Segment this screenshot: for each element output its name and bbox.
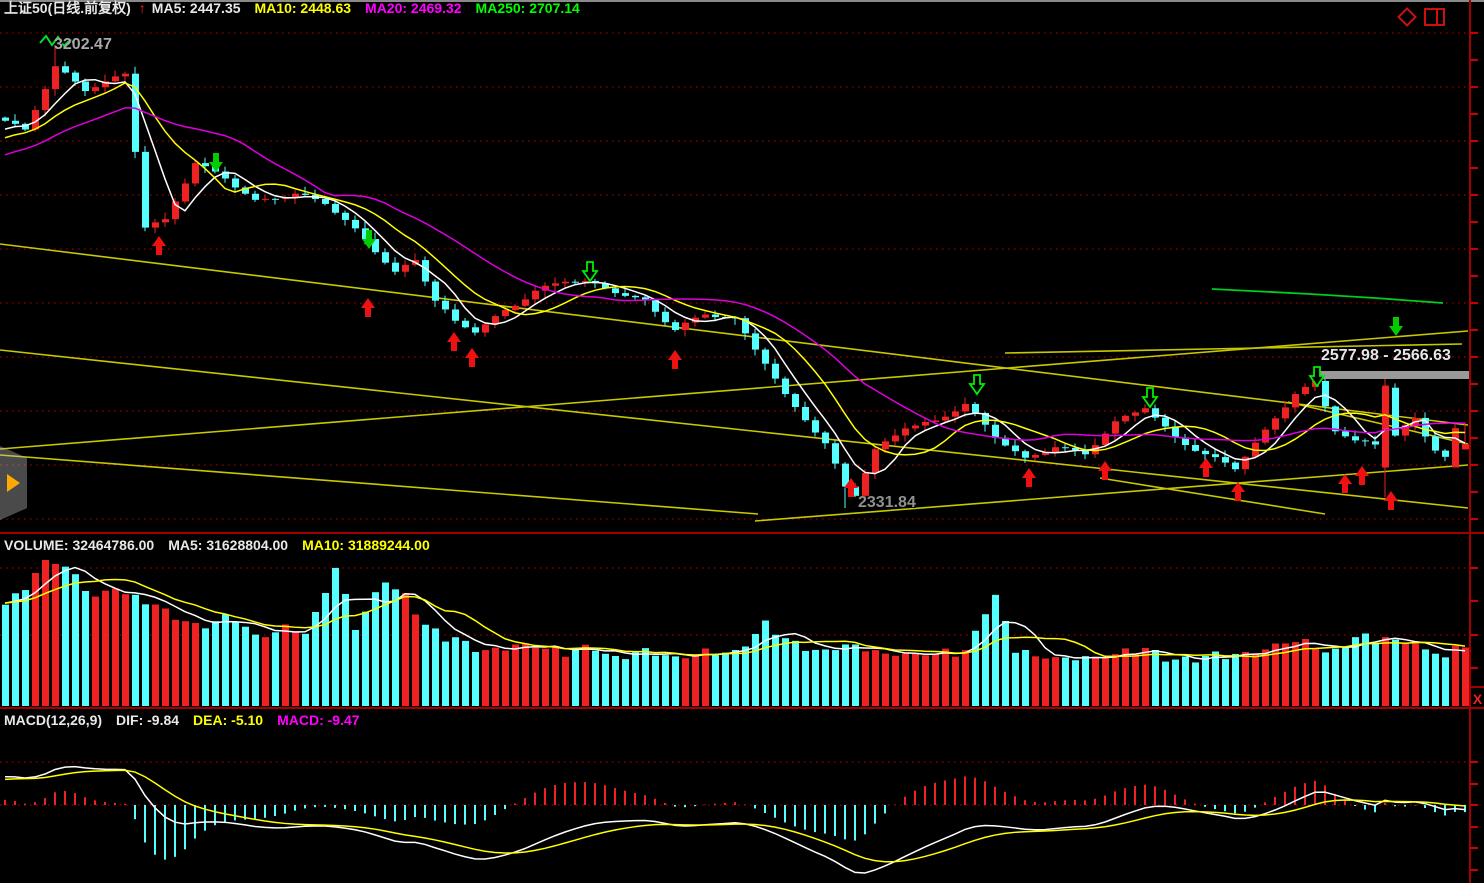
ma5-value: MA5: 2447.35 <box>151 0 241 16</box>
macd-value: MACD: -9.47 <box>277 712 360 728</box>
dea-value: DEA: -5.10 <box>193 712 264 728</box>
macd-name[interactable]: MACD(12,26,9) <box>4 712 103 728</box>
volume-pane[interactable] <box>0 536 1470 706</box>
symbol-title[interactable]: 上证50(日线.前复权) <box>4 0 131 16</box>
peak-price-label: 3202.47 <box>54 36 112 53</box>
sidebar-expand-tab[interactable] <box>0 446 27 520</box>
main-chart-header: 上证50(日线.前复权) ↑ MA5: 2447.35 MA10: 2448.6… <box>4 1 580 16</box>
volume-value: VOLUME: 32464786.00 <box>4 537 155 553</box>
split-window-icon[interactable] <box>1424 8 1445 26</box>
ma250-value: MA250: 2707.14 <box>475 0 580 16</box>
trough-price-label: 2331.84 <box>858 494 916 511</box>
main-chart-pane[interactable] <box>0 14 1470 531</box>
macd-header: MACD(12,26,9) DIF: -9.84 DEA: -5.10 MACD… <box>4 713 360 728</box>
range-tooltip-label: 2577.98 - 2566.63 <box>1321 347 1451 364</box>
volume-ma5-value: MA5: 31628804.00 <box>168 537 289 553</box>
ma20-value: MA20: 2469.32 <box>365 0 462 16</box>
macd-pane[interactable] <box>0 711 1470 883</box>
main-pane-graphics <box>0 32 1470 522</box>
expand-arrow-icon <box>7 474 20 492</box>
volume-ma10-value: MA10: 31889244.00 <box>302 537 430 553</box>
trend-up-arrow-icon: ↑ <box>138 0 146 16</box>
volume-pane-graphics <box>0 560 1470 706</box>
macd-pane-graphics <box>0 761 1470 874</box>
ma10-value: MA10: 2448.63 <box>254 0 352 16</box>
split-window-divider <box>1435 10 1438 24</box>
close-indicator-button[interactable]: X <box>1472 691 1483 707</box>
volume-header: VOLUME: 32464786.00 MA5: 31628804.00 MA1… <box>4 538 430 553</box>
window-top-edge <box>0 0 1484 2</box>
dif-value: DIF: -9.84 <box>116 712 180 728</box>
